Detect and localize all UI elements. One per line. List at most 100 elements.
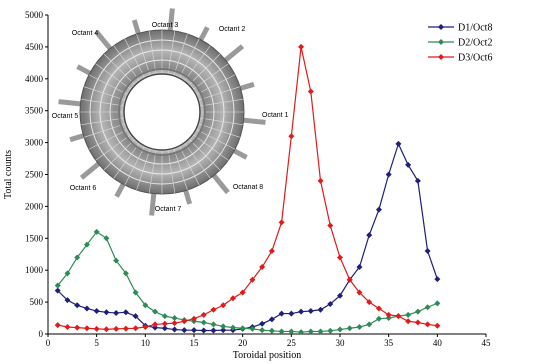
x-tick-label: 25 (287, 338, 297, 348)
sector-line (136, 148, 151, 191)
data-point (375, 315, 382, 322)
series-layer (54, 43, 441, 336)
x-tick-label: 0 (46, 338, 51, 348)
data-point (298, 308, 305, 315)
data-point (337, 326, 343, 333)
data-point (346, 276, 353, 283)
y-axis-title: Total counts (3, 150, 14, 199)
sector-line (173, 33, 188, 76)
data-point (132, 313, 139, 320)
data-point (103, 309, 110, 316)
data-point (161, 313, 168, 320)
series-line (57, 46, 438, 330)
y-tick-label: 1000 (25, 265, 44, 275)
x-tick-label: 45 (482, 338, 492, 348)
data-point (346, 325, 353, 332)
data-point (181, 318, 188, 325)
y-tick-label: 4000 (25, 74, 44, 84)
data-point (103, 235, 110, 242)
data-point (259, 264, 266, 271)
data-point (113, 309, 120, 316)
data-point (268, 248, 275, 255)
data-point (220, 327, 227, 334)
sector-line (113, 142, 140, 179)
sector-line (95, 134, 132, 161)
sector-line (195, 128, 236, 150)
sector-line (178, 38, 200, 79)
data-point (288, 133, 295, 140)
sector-line (188, 138, 221, 171)
data-point (268, 327, 275, 334)
x-tick-label: 10 (141, 338, 151, 348)
data-point (317, 306, 324, 313)
data-point (278, 328, 285, 335)
data-point (327, 327, 334, 334)
sector-line (83, 123, 126, 138)
sector-line (80, 98, 125, 107)
data-point (278, 219, 285, 226)
data-point (259, 327, 266, 334)
data-point (210, 306, 217, 313)
data-point (405, 311, 412, 318)
y-tick-label: 2500 (25, 170, 44, 180)
sector-line (184, 142, 211, 179)
x-axis-title: Toroidal position (233, 350, 301, 361)
data-point (152, 308, 159, 315)
sector-line (167, 149, 176, 194)
data-point (191, 315, 197, 322)
data-point (414, 308, 421, 315)
octant-label: Octant 3 (152, 22, 179, 29)
data-point (395, 313, 402, 320)
data-point (83, 325, 90, 332)
data-point (54, 282, 61, 289)
data-point (356, 289, 363, 296)
data-point (132, 289, 139, 296)
octant-label: Octant 4 (72, 30, 99, 37)
data-point (249, 276, 256, 283)
data-point (288, 310, 295, 317)
sector-line (167, 30, 176, 75)
sector-line (178, 145, 200, 186)
sector-line (184, 45, 211, 82)
series-line (57, 231, 438, 333)
sector-line (188, 53, 221, 86)
data-point (210, 327, 217, 334)
data-point (103, 326, 110, 333)
sector-line (148, 30, 157, 75)
data-point (83, 241, 90, 248)
data-point (356, 323, 363, 330)
data-point (191, 327, 197, 334)
x-tick-label: 30 (336, 338, 346, 348)
octant-label: Octant 2 (219, 26, 246, 33)
x-tick-label: 35 (384, 338, 394, 348)
y-tick-label: 1500 (25, 233, 44, 243)
data-point (220, 302, 227, 309)
data-point (171, 320, 178, 327)
data-point (307, 328, 314, 335)
sector-line (173, 148, 188, 191)
data-point (385, 315, 392, 322)
data-point (434, 300, 441, 307)
sector-line (148, 149, 157, 194)
data-point (288, 328, 295, 335)
data-point (113, 257, 120, 264)
legend-label: D2/Oct2 (458, 38, 492, 49)
sector-line (88, 74, 129, 96)
data-point (414, 319, 421, 326)
data-point (74, 254, 81, 261)
data-point (171, 326, 178, 333)
data-point (74, 324, 81, 331)
y-tick-label: 500 (30, 297, 44, 307)
y-tick-label: 2000 (25, 201, 44, 211)
axes: 0 5 10 15 20 25 30 35 40 45 0 500 1000 1500 2000 2500 30… (25, 10, 491, 348)
data-point (142, 302, 149, 309)
octant-label: Octant 7 (155, 206, 182, 213)
data-point (200, 311, 207, 318)
series-d3-oct6 (54, 43, 441, 333)
data-point (54, 322, 61, 329)
inner-bore (123, 73, 201, 151)
data-point (366, 232, 373, 239)
octant-label: Octant 5 (52, 113, 79, 120)
data-point (54, 287, 61, 294)
